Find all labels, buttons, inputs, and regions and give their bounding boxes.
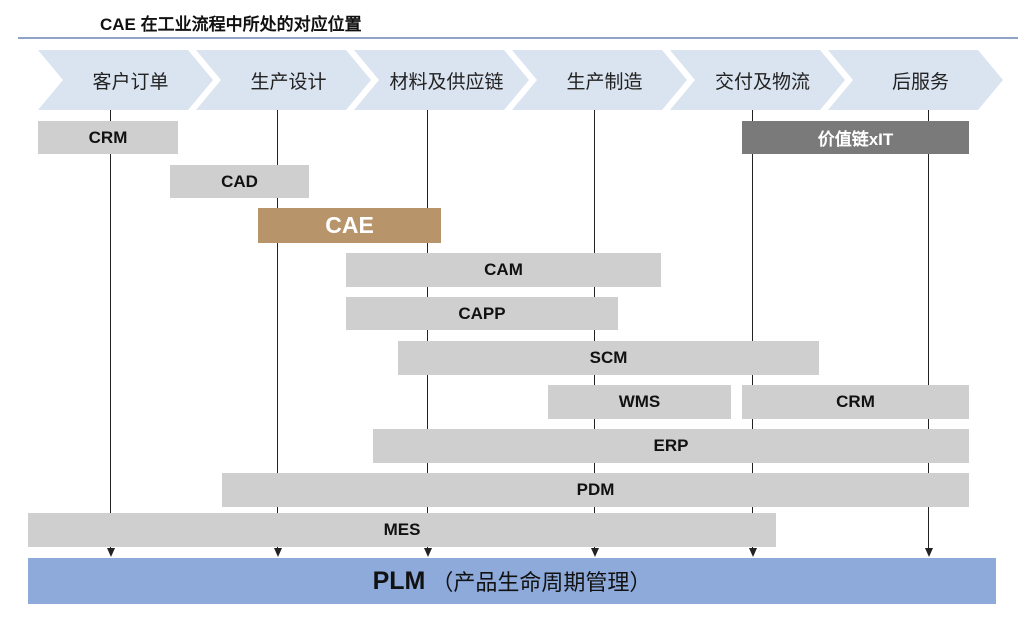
stage-chevron: 后服务 bbox=[828, 50, 1003, 110]
arrow-down-icon bbox=[924, 548, 933, 557]
system-bar-mes: MES bbox=[28, 513, 776, 547]
system-bar-crm: CRM bbox=[38, 121, 178, 154]
system-bar-cad: CAD bbox=[170, 165, 309, 198]
system-bar-cam: CAM bbox=[346, 253, 661, 287]
flow-line bbox=[277, 110, 279, 550]
arrow-down-icon bbox=[590, 548, 599, 557]
system-bar-capp: CAPP bbox=[346, 297, 618, 330]
stage-chevron: 生产制造 bbox=[512, 50, 687, 110]
flow-line bbox=[928, 110, 930, 550]
flow-line bbox=[427, 110, 429, 550]
plm-label: PLM bbox=[372, 566, 426, 595]
arrow-down-icon bbox=[423, 548, 432, 557]
flow-line bbox=[752, 110, 754, 550]
stage-chevron: 交付及物流 bbox=[670, 50, 845, 110]
arrow-down-icon bbox=[106, 548, 115, 557]
system-bar-cae: CAE bbox=[258, 208, 441, 243]
system-bar-erp: ERP bbox=[373, 429, 969, 463]
title-divider bbox=[18, 37, 1018, 39]
system-bar-value-chain-it: 价值链xIT bbox=[742, 121, 969, 154]
stage-chevron: 客户订单 bbox=[38, 50, 213, 110]
stage-chevron: 生产设计 bbox=[196, 50, 371, 110]
system-bar-crm-service: CRM bbox=[742, 385, 969, 419]
flow-line bbox=[594, 110, 596, 550]
system-bar-pdm: PDM bbox=[222, 473, 969, 507]
diagram-title: CAE 在工业流程中所处的对应位置 bbox=[100, 15, 362, 34]
flow-line bbox=[110, 110, 112, 550]
arrow-down-icon bbox=[748, 548, 757, 557]
plm-subtitle: （产品生命周期管理） bbox=[431, 571, 652, 596]
system-bar-wms: WMS bbox=[548, 385, 731, 419]
arrow-down-icon bbox=[273, 548, 282, 557]
stage-chevron: 材料及供应链 bbox=[354, 50, 529, 110]
plm-bar: PLM （产品生命周期管理） bbox=[28, 558, 996, 604]
system-bar-scm: SCM bbox=[398, 341, 819, 375]
